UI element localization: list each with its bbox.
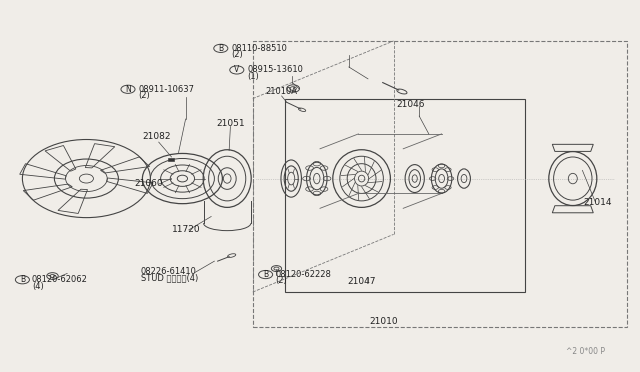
Text: 08915-13610: 08915-13610 bbox=[247, 65, 303, 74]
Text: 21010: 21010 bbox=[369, 317, 398, 326]
Text: (2): (2) bbox=[275, 276, 287, 285]
Text: 21046: 21046 bbox=[397, 100, 426, 109]
Text: 08226-61410: 08226-61410 bbox=[141, 267, 196, 276]
Text: 08120-62062: 08120-62062 bbox=[32, 275, 88, 284]
Text: B: B bbox=[218, 44, 223, 53]
Text: V: V bbox=[234, 65, 239, 74]
Text: 21014: 21014 bbox=[584, 198, 612, 207]
Text: 21010A: 21010A bbox=[266, 87, 298, 96]
Bar bbox=[168, 157, 174, 161]
Bar bbox=[285, 99, 525, 292]
Text: (4): (4) bbox=[32, 282, 44, 291]
Text: 08911-10637: 08911-10637 bbox=[138, 85, 195, 94]
Bar bbox=[253, 41, 627, 327]
Text: 21047: 21047 bbox=[347, 278, 376, 286]
Text: ^2 0*00 P: ^2 0*00 P bbox=[566, 347, 605, 356]
Text: 21082: 21082 bbox=[143, 132, 172, 141]
Text: 08110-88510: 08110-88510 bbox=[231, 44, 287, 53]
Text: N: N bbox=[125, 85, 131, 94]
Text: (2): (2) bbox=[138, 91, 150, 100]
Text: (2): (2) bbox=[231, 50, 243, 59]
Text: B: B bbox=[20, 275, 25, 284]
Text: 21051: 21051 bbox=[216, 119, 245, 128]
Text: 08120-62228: 08120-62228 bbox=[275, 270, 331, 279]
Text: B: B bbox=[263, 270, 268, 279]
Text: (1): (1) bbox=[247, 72, 259, 81]
Text: 11720: 11720 bbox=[172, 225, 200, 234]
Text: STUD スタッド(4): STUD スタッド(4) bbox=[141, 273, 198, 282]
Text: 21060: 21060 bbox=[134, 179, 163, 187]
